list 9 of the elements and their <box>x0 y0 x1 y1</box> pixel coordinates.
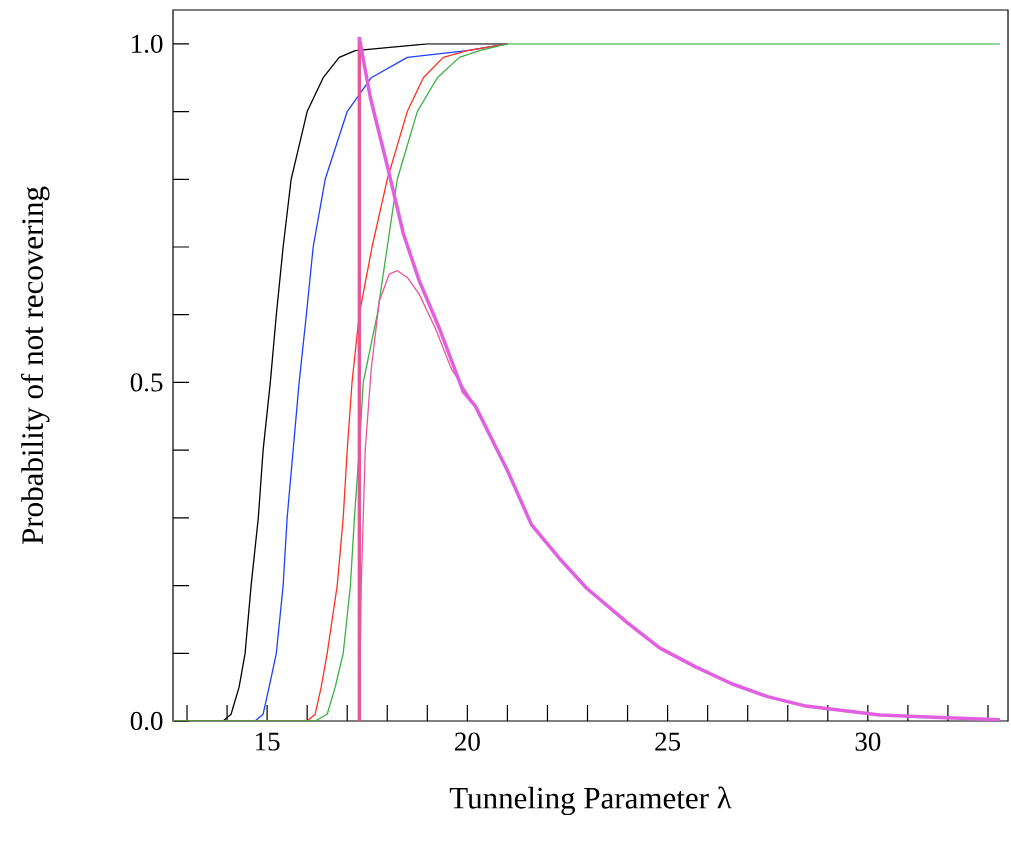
y-tick-label: 0.5 <box>130 373 163 392</box>
x-axis-title: Tunneling Parameter λ <box>449 786 732 816</box>
x-tick-label: 20 <box>455 732 480 751</box>
y-axis-title: Probability of not recovering <box>20 186 50 545</box>
x-tick-label: 25 <box>655 732 681 751</box>
y-tick-label: 0.0 <box>130 711 163 731</box>
x-tick-label: 30 <box>855 732 881 751</box>
x-tick-label: 15 <box>255 732 280 751</box>
y-tick-label: 1.0 <box>132 34 163 54</box>
